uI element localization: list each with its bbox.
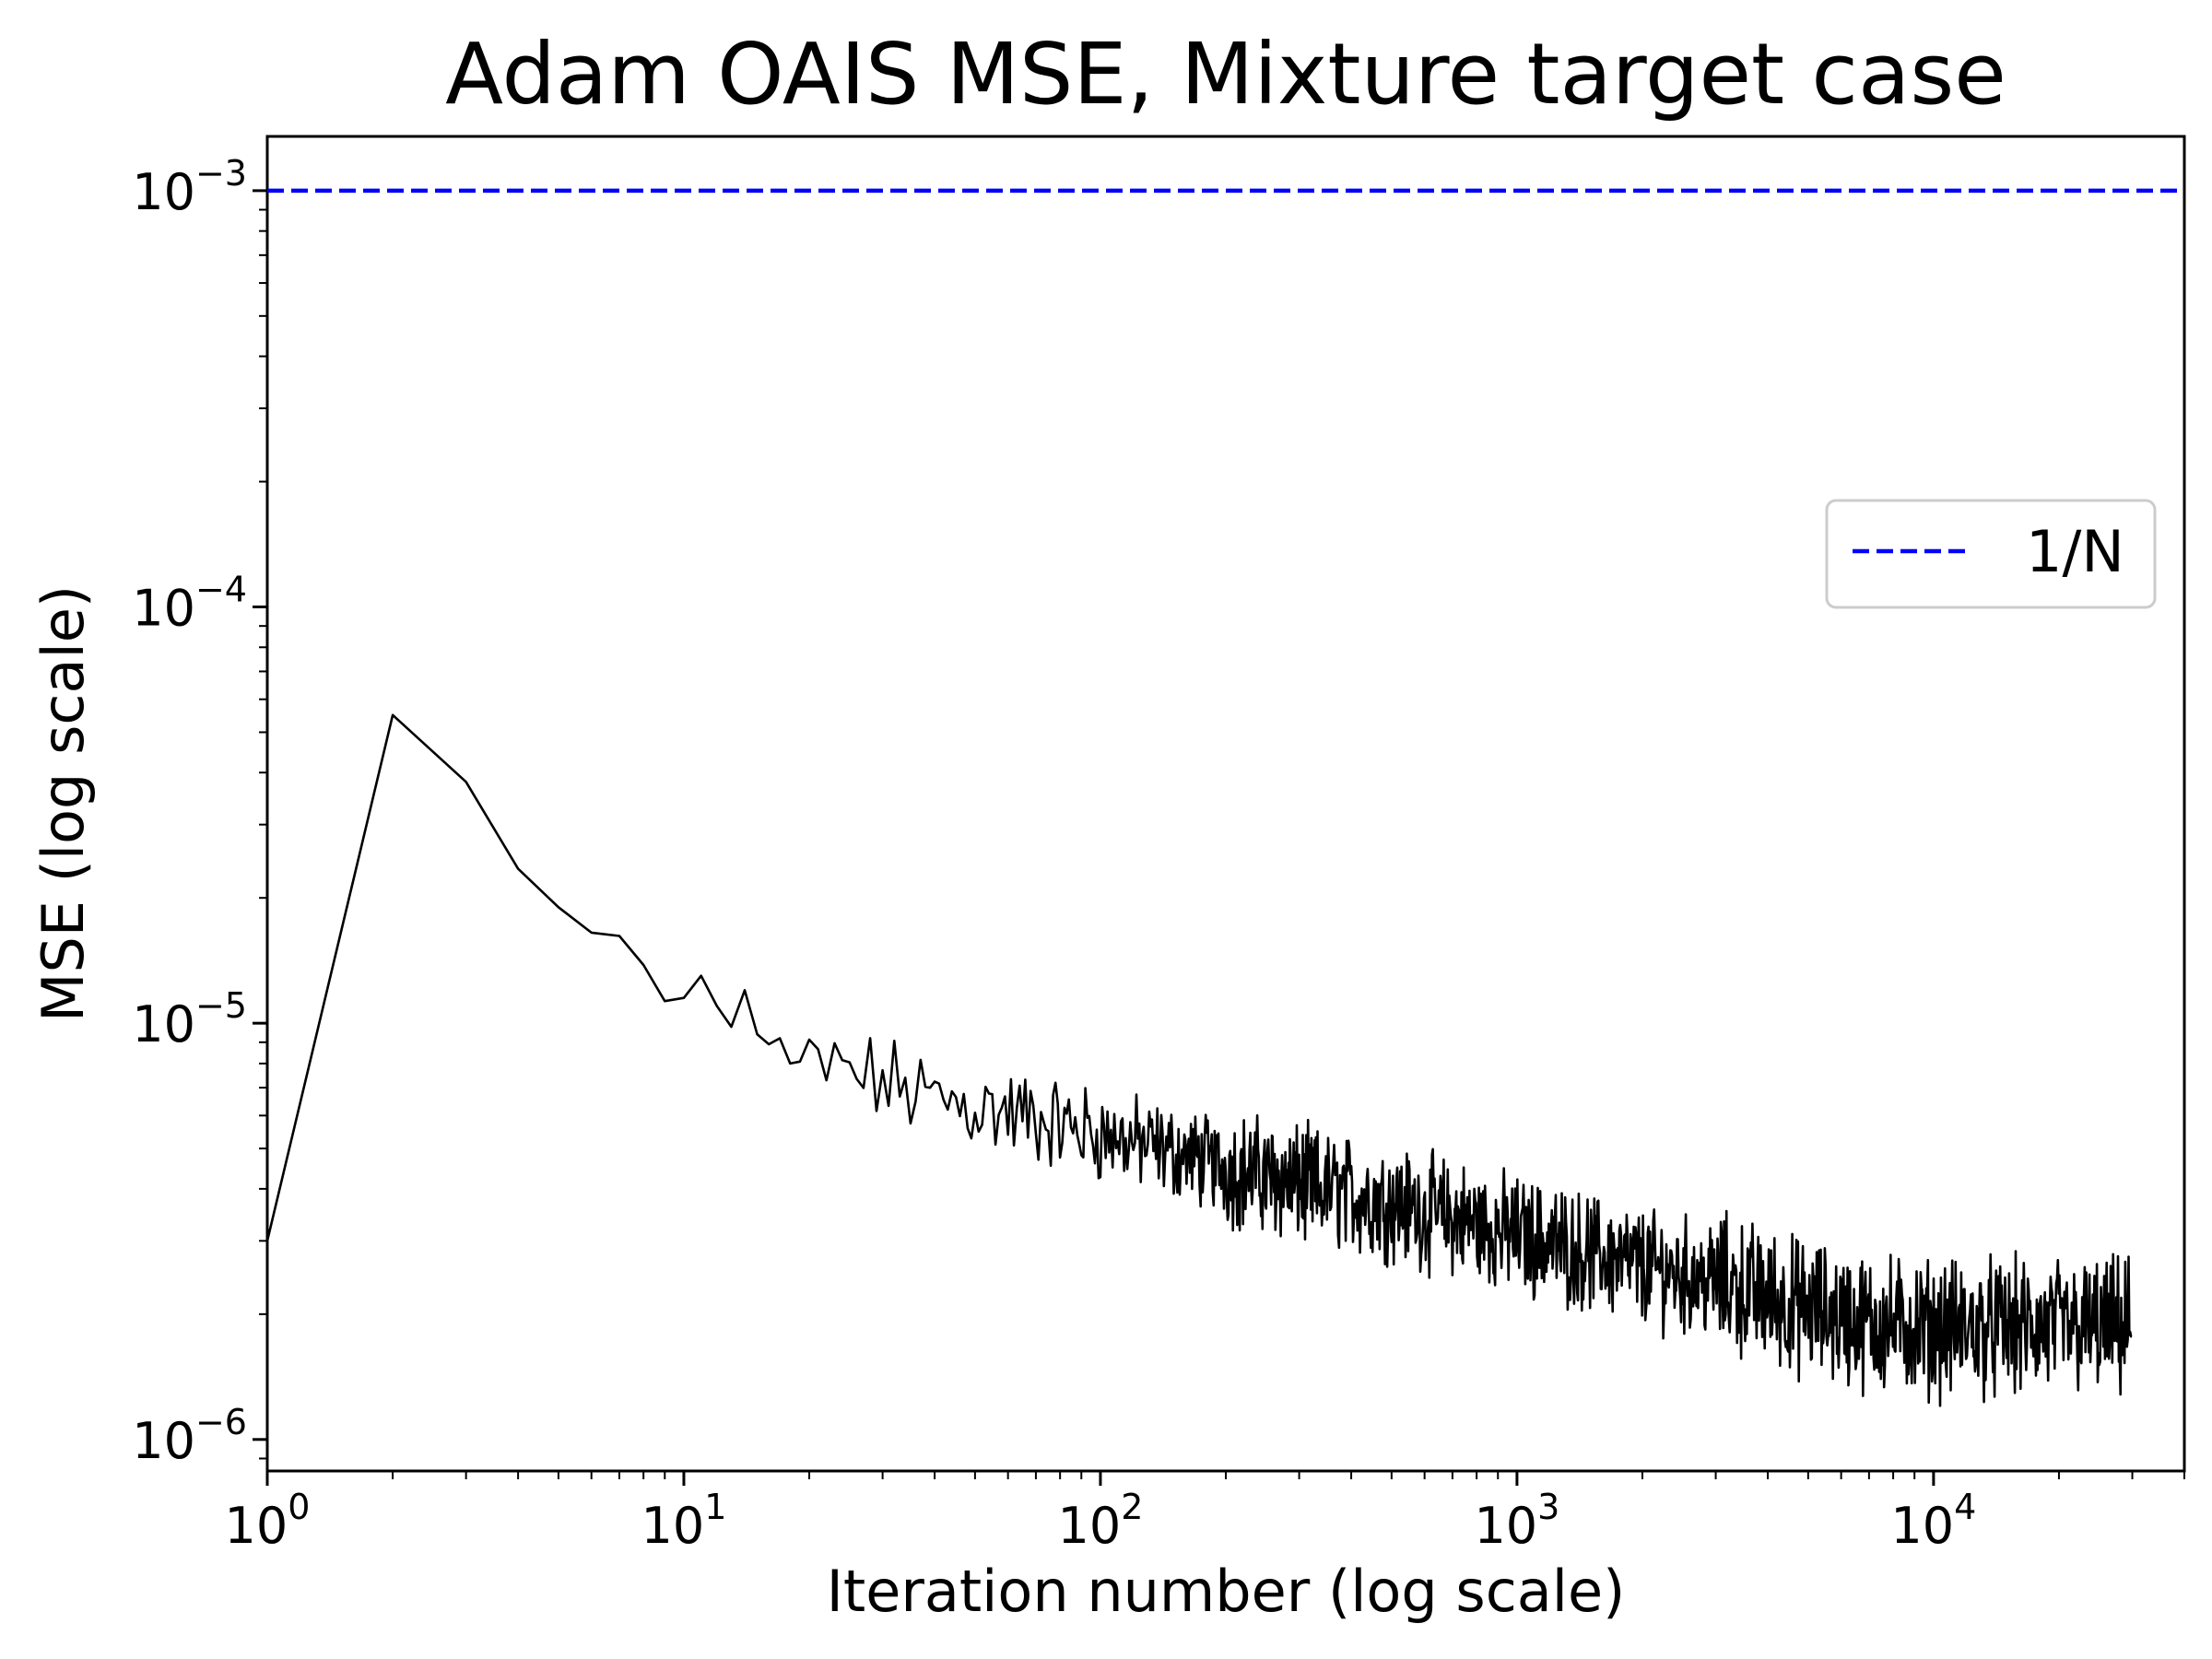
x-tick-labels: 100 101 102 103 104 xyxy=(225,1487,1977,1555)
x-tick-label: 103 xyxy=(1474,1487,1559,1555)
y-tick-labels: 10−3 10−4 10−5 10−6 xyxy=(132,153,247,1470)
x-tick-label: 102 xyxy=(1057,1487,1143,1555)
legend-frame xyxy=(1825,499,2157,609)
series-line-mse xyxy=(265,713,2133,1407)
chart-title: Adam OAIS MSE, Mixture target case xyxy=(445,25,2006,124)
series-layer xyxy=(265,188,2184,1407)
legend-entry-1-over-n: 1/N xyxy=(2026,518,2124,585)
minor-ticks xyxy=(259,208,2185,1479)
y-tick-label: 10−6 xyxy=(132,1402,247,1470)
x-axis-label: Iteration number (log scale) xyxy=(827,1558,1626,1625)
y-tick-label: 10−4 xyxy=(132,570,247,638)
x-tick-label: 100 xyxy=(225,1487,311,1555)
x-tick-label: 101 xyxy=(641,1487,727,1555)
y-tick-label: 10−5 xyxy=(132,985,247,1053)
y-axis-label: MSE (log scale) xyxy=(29,585,97,1022)
y-tick-label: 10−3 xyxy=(132,153,247,221)
major-ticks xyxy=(253,189,1936,1486)
x-tick-label: 104 xyxy=(1890,1487,1976,1555)
legend: 1/N xyxy=(1825,499,2157,609)
plot-area xyxy=(265,135,2186,1473)
